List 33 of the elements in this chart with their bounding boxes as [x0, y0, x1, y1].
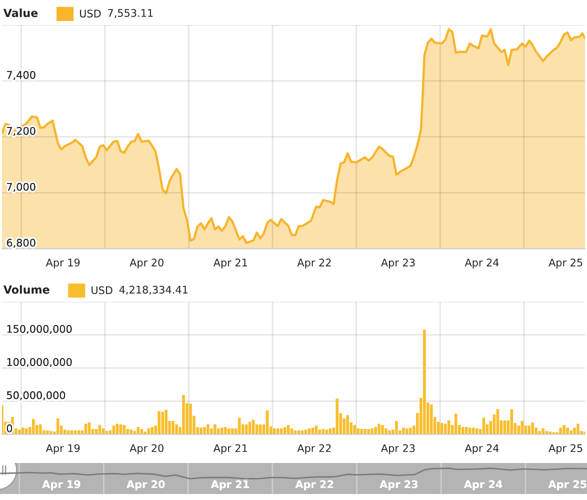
x-tick-label: Apr 23 — [381, 444, 415, 454]
y-tick-label: 7,400 — [7, 71, 36, 80]
y-tick-label: 6,800 — [6, 238, 36, 248]
x-tick-label: Apr 24 — [464, 444, 499, 454]
x-tick-label: Apr 20 — [130, 258, 164, 269]
x-tick-label: Apr 22 — [297, 258, 331, 269]
x-tick-label: Apr 25 — [548, 258, 582, 269]
text: 7,553.11 — [108, 9, 153, 18]
x-tick-label: Apr 25 — [548, 480, 586, 490]
y-tick-label: 150,000,000 — [7, 324, 72, 334]
x-tick-label: Apr 23 — [381, 258, 415, 269]
x-tick-label: Apr 19 — [46, 444, 80, 454]
chart-title: Volume — [3, 285, 50, 294]
x-tick-label: Apr 21 — [213, 258, 247, 269]
x-tick-label: Apr 20 — [130, 444, 164, 454]
chart-title: Value — [3, 8, 38, 18]
legend-label: USD — [80, 10, 101, 18]
y-tick-label: 50,000,000 — [6, 391, 66, 400]
legend-label: USD — [92, 286, 112, 294]
x-tick-label: Apr 22 — [295, 480, 334, 490]
x-tick-label: Apr 24 — [464, 480, 502, 490]
x-tick-label: Apr 23 — [380, 480, 418, 490]
y-tick-label: 7,000 — [7, 182, 36, 192]
text: 4,218,334.41 — [119, 286, 188, 295]
y-tick-label: 100,000,000 — [7, 358, 72, 368]
x-tick-label: Apr 24 — [464, 258, 499, 269]
x-tick-label: Apr 25 — [548, 444, 582, 454]
x-tick-label: Apr 19 — [46, 258, 80, 269]
x-tick-label: Apr 21 — [210, 480, 249, 490]
x-tick-label: Apr 19 — [42, 480, 80, 490]
x-tick-label: Apr 22 — [297, 444, 331, 454]
x-tick-label: Apr 21 — [213, 444, 247, 454]
x-tick-label: Apr 20 — [126, 480, 165, 490]
